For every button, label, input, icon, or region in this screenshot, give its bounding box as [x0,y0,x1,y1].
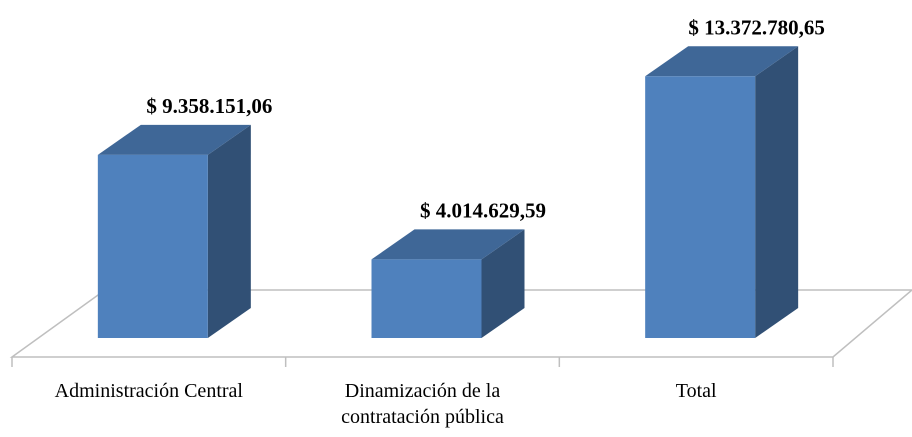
x-tick-label: Dinamización de la contratación pública [341,380,504,428]
bar-top [97,124,251,155]
x-tick-label: Total [675,380,717,402]
value-label: $ 9.358.151,06 [146,94,272,118]
value-label: $ 13.372.780,65 [688,15,825,39]
bar [97,154,208,338]
value-label: $ 4.014.629,59 [420,198,546,222]
bar [371,259,482,338]
x-tick-label: Administración Central [54,380,243,402]
bar-top [645,46,799,77]
bar-side [755,46,799,339]
bar-top [371,229,525,260]
bar-side [207,124,251,338]
bar [645,76,756,339]
bar-side [481,229,525,338]
